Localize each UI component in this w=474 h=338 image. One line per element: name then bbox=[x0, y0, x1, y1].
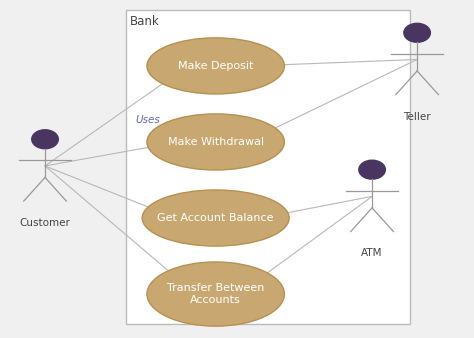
Text: Teller: Teller bbox=[403, 112, 431, 122]
Circle shape bbox=[359, 160, 385, 179]
Text: Make Deposit: Make Deposit bbox=[178, 61, 254, 71]
Text: Get Account Balance: Get Account Balance bbox=[157, 213, 274, 223]
Text: Make Withdrawal: Make Withdrawal bbox=[168, 137, 264, 147]
Text: Transfer Between
Accounts: Transfer Between Accounts bbox=[167, 283, 264, 305]
Ellipse shape bbox=[147, 262, 284, 326]
Text: Bank: Bank bbox=[130, 15, 160, 28]
Circle shape bbox=[32, 130, 58, 149]
Text: Uses: Uses bbox=[135, 115, 160, 125]
FancyBboxPatch shape bbox=[126, 10, 410, 324]
Ellipse shape bbox=[147, 38, 284, 94]
Ellipse shape bbox=[142, 190, 289, 246]
Text: ATM: ATM bbox=[361, 248, 383, 259]
Ellipse shape bbox=[147, 114, 284, 170]
Text: Customer: Customer bbox=[19, 218, 71, 228]
Circle shape bbox=[404, 23, 430, 42]
